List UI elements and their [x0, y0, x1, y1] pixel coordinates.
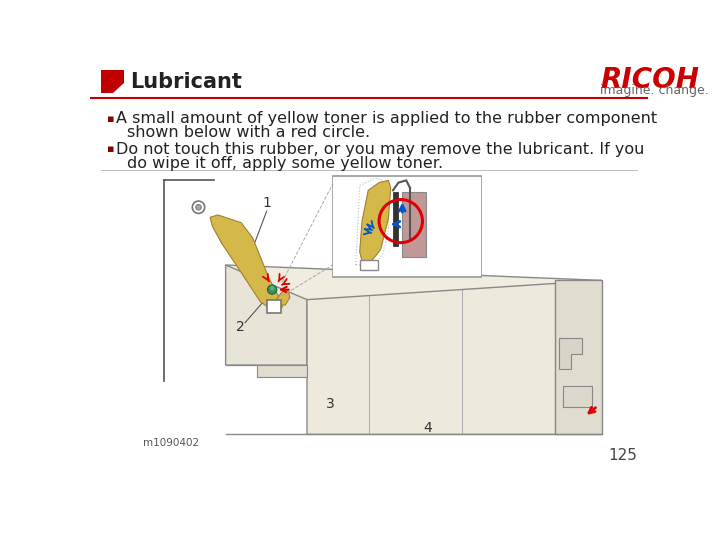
- Text: 125: 125: [608, 448, 637, 463]
- Bar: [361, 260, 377, 271]
- Polygon shape: [555, 280, 601, 434]
- Circle shape: [267, 285, 276, 294]
- Bar: [402, 192, 426, 257]
- Text: imagine. change.: imagine. change.: [600, 84, 708, 98]
- Text: Lubricant: Lubricant: [130, 72, 242, 92]
- Polygon shape: [225, 265, 307, 365]
- Polygon shape: [113, 83, 124, 93]
- Text: A small amount of yellow toner is applied to the rubber component: A small amount of yellow toner is applie…: [117, 111, 657, 126]
- Bar: [563, 386, 593, 408]
- Bar: [333, 177, 481, 276]
- Text: RICOH: RICOH: [600, 66, 699, 94]
- Polygon shape: [210, 215, 282, 311]
- Text: 4: 4: [423, 421, 432, 435]
- Circle shape: [270, 286, 274, 291]
- Bar: [101, 70, 124, 93]
- Polygon shape: [360, 180, 391, 261]
- Text: ▪: ▪: [107, 145, 114, 154]
- Text: m1090402: m1090402: [143, 438, 199, 448]
- Text: do wipe it off, apply some yellow toner.: do wipe it off, apply some yellow toner.: [127, 156, 444, 171]
- Text: 1: 1: [262, 197, 271, 211]
- Polygon shape: [559, 338, 582, 369]
- Polygon shape: [225, 365, 307, 377]
- Circle shape: [196, 205, 201, 210]
- Polygon shape: [225, 265, 601, 300]
- Text: 2: 2: [235, 320, 245, 334]
- Text: shown below with a red circle.: shown below with a red circle.: [127, 125, 370, 140]
- Polygon shape: [276, 289, 290, 305]
- Text: ▪: ▪: [107, 114, 114, 124]
- Bar: [393, 192, 397, 246]
- Bar: [266, 300, 281, 313]
- Text: 3: 3: [326, 396, 335, 410]
- Bar: [333, 177, 482, 276]
- Polygon shape: [307, 280, 601, 434]
- Text: Do not touch this rubber, or you may remove the lubricant. If you: Do not touch this rubber, or you may rem…: [117, 142, 644, 157]
